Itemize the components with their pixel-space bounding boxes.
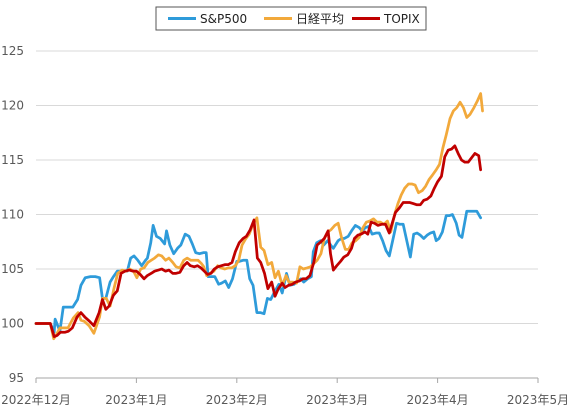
series-layer bbox=[34, 92, 484, 341]
x-tick-label: 2022年12月 bbox=[1, 393, 71, 407]
x-tick-label: 2023年1月 bbox=[105, 393, 167, 407]
axis-layer: 95 100 105 110 115 120 125 2022年12月 2023年1月 2023年… bbox=[1, 44, 569, 407]
y-tick-label: 95 bbox=[9, 371, 24, 385]
y-tick-label: 110 bbox=[1, 208, 24, 222]
y-tick-label: 125 bbox=[1, 44, 24, 58]
legend-label-1: 日経平均 bbox=[296, 12, 344, 26]
grid-layer bbox=[36, 50, 538, 324]
legend: S&P500 日経平均 TOPIX bbox=[155, 6, 427, 31]
series-line-2 bbox=[34, 144, 483, 338]
x-tick-label: 2023年2月 bbox=[206, 393, 268, 407]
legend-label-2: TOPIX bbox=[383, 12, 420, 26]
series-line-0 bbox=[34, 209, 483, 334]
y-tick-label: 120 bbox=[1, 99, 24, 113]
y-tick-label: 115 bbox=[1, 153, 24, 167]
x-tick-label: 2023年5月 bbox=[507, 393, 569, 407]
legend-label-0: S&P500 bbox=[200, 12, 247, 26]
y-tick-label: 105 bbox=[1, 262, 24, 276]
x-tick-label: 2023年4月 bbox=[407, 393, 469, 407]
y-tick-label: 100 bbox=[1, 317, 24, 331]
x-tick-label: 2023年3月 bbox=[306, 393, 368, 407]
